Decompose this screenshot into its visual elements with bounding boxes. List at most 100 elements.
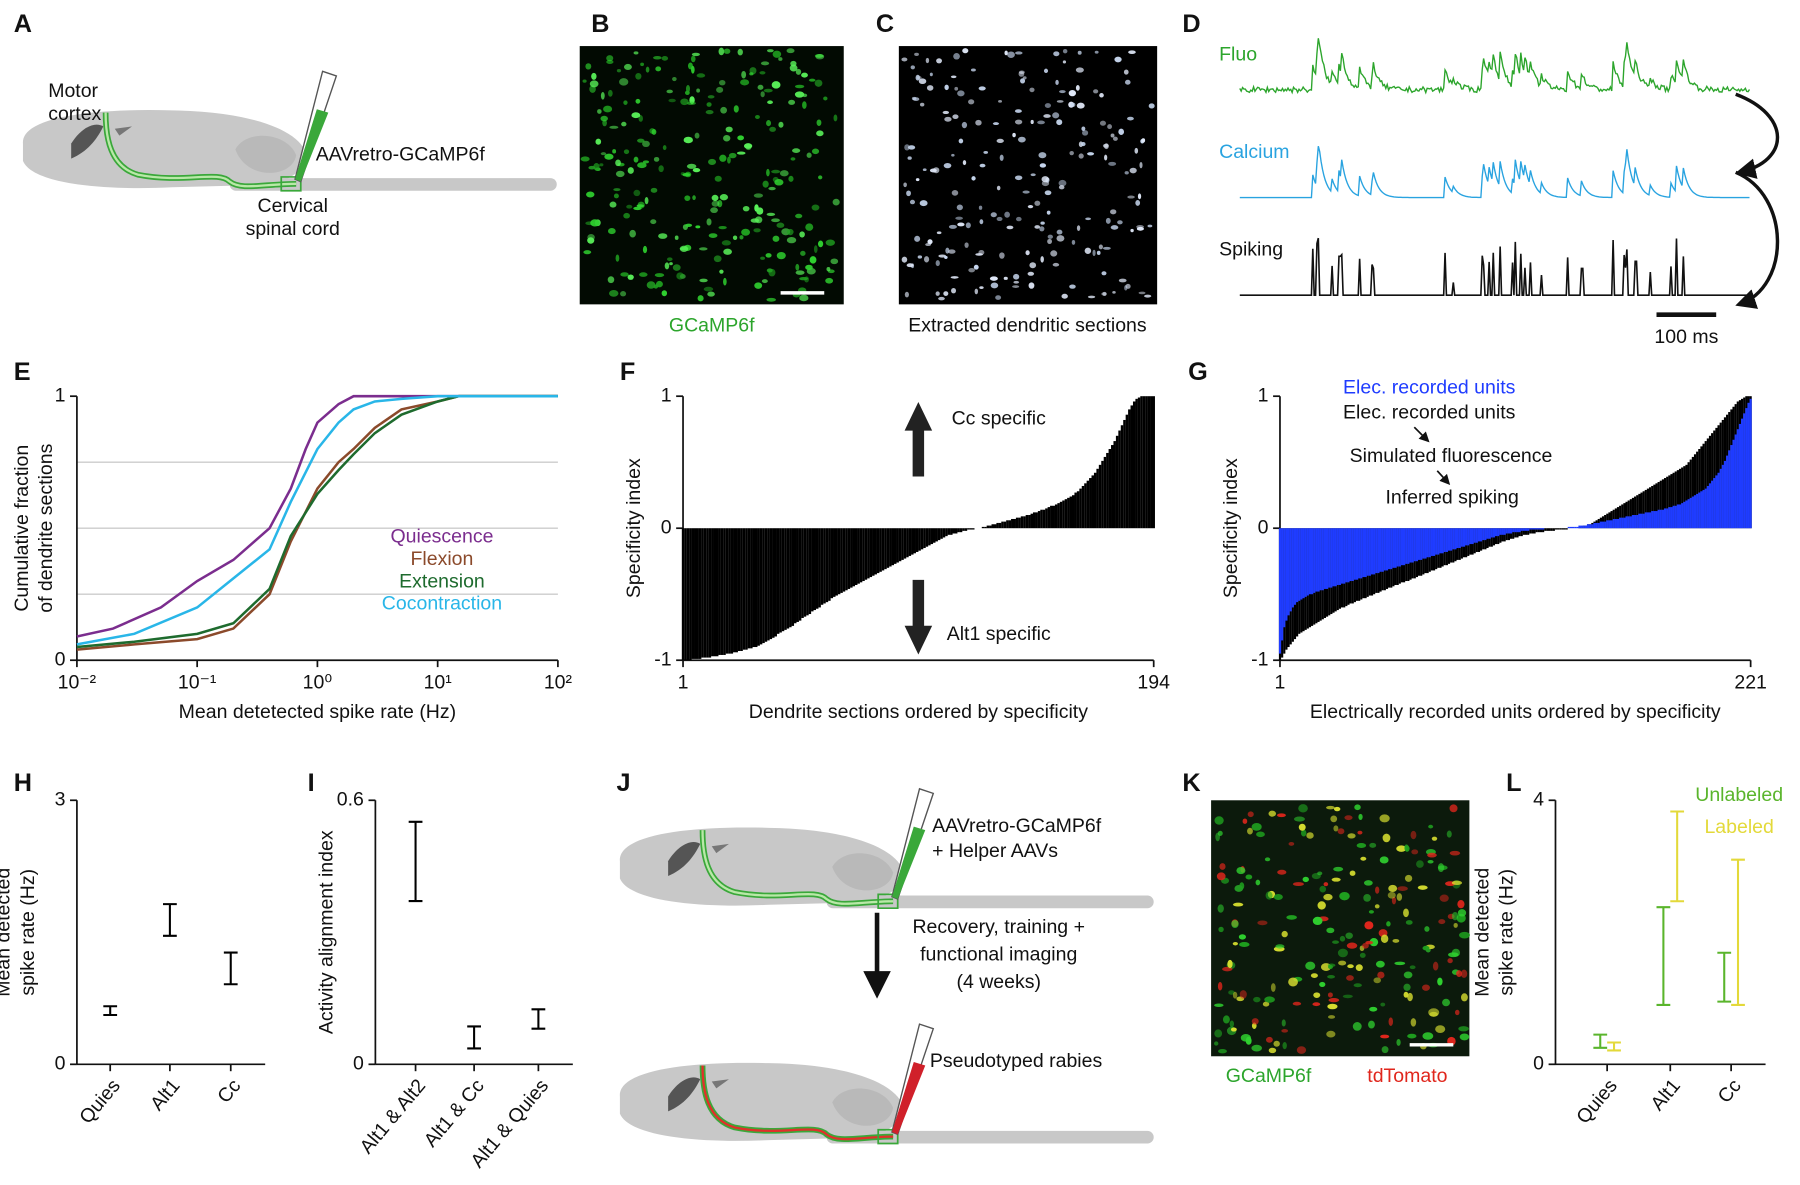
cell (1012, 285, 1020, 288)
bar (1385, 528, 1389, 571)
cell (1330, 815, 1338, 823)
cell (1144, 294, 1152, 298)
panel-letter: L (1506, 769, 1521, 797)
bar (1627, 500, 1630, 529)
bar (757, 528, 760, 646)
bar (1565, 528, 1568, 530)
bar (1706, 485, 1709, 529)
cell (1014, 109, 1022, 113)
bar (1687, 499, 1690, 529)
bar (1507, 528, 1511, 541)
cell (674, 235, 679, 240)
bar (1084, 483, 1087, 529)
cell (1446, 830, 1452, 838)
bar (1529, 528, 1532, 530)
bar (1636, 495, 1639, 529)
cell (1127, 116, 1134, 121)
cell (962, 160, 967, 166)
cell (635, 72, 642, 80)
cell (1327, 963, 1336, 968)
cell (1342, 994, 1353, 999)
cell (723, 248, 732, 255)
bar (691, 528, 695, 659)
cell (766, 168, 770, 177)
cell (948, 224, 957, 229)
cell (968, 267, 975, 273)
bar (1629, 516, 1632, 529)
cerebellum (235, 135, 297, 173)
cell (936, 58, 943, 64)
cell (918, 78, 927, 85)
micrograph (1211, 800, 1470, 1057)
cell (1247, 827, 1253, 835)
panel-letter: D (1182, 10, 1200, 38)
bar (1373, 528, 1376, 575)
cell (1449, 804, 1458, 813)
x-tick-label: 1 (678, 671, 689, 693)
cell (684, 195, 691, 201)
bar (1497, 528, 1500, 537)
cell (979, 219, 984, 225)
cell (1025, 250, 1030, 256)
bar (723, 528, 726, 655)
bar (1323, 528, 1327, 589)
bar (1642, 513, 1645, 529)
arrow (904, 401, 933, 477)
y-tick-label: 3 (55, 788, 66, 810)
cell (999, 252, 1005, 259)
y-tick-label: 1 (55, 384, 66, 406)
bar (957, 528, 960, 533)
bar (1076, 491, 1080, 529)
bar (959, 528, 963, 533)
cell (1255, 879, 1261, 886)
bar (1661, 479, 1665, 529)
bar (1447, 528, 1451, 551)
cell (1427, 860, 1434, 864)
bar (1554, 528, 1558, 530)
bar (1499, 528, 1502, 535)
cell (754, 216, 763, 224)
cell (708, 233, 718, 238)
panel-letter: G (1188, 358, 1208, 386)
bar (1460, 528, 1463, 547)
bar (1490, 528, 1493, 538)
cell (1052, 262, 1060, 267)
cell (1352, 1022, 1362, 1031)
cell (1365, 940, 1374, 945)
bar (684, 528, 687, 661)
cell (1337, 948, 1348, 958)
y-axis-label: spike rate (Hz) (17, 869, 39, 996)
bar (859, 528, 863, 583)
cell (1251, 1044, 1262, 1052)
bar (750, 528, 753, 649)
cell (1217, 904, 1224, 913)
cell (1416, 860, 1424, 868)
cell (1130, 228, 1134, 233)
bar (1512, 528, 1515, 533)
cell (944, 84, 949, 91)
bar (1544, 528, 1547, 531)
cell (1410, 830, 1417, 840)
bar (1345, 528, 1348, 583)
cell (1380, 934, 1389, 944)
bar (1057, 503, 1060, 529)
cell (658, 233, 668, 239)
cell (1075, 67, 1084, 73)
bar (1426, 528, 1429, 558)
cell (1030, 119, 1034, 125)
bar (1524, 528, 1528, 531)
cell (699, 278, 708, 283)
bar (1529, 528, 1532, 534)
cell (1305, 961, 1316, 970)
bar (1074, 492, 1077, 529)
bar (1539, 528, 1543, 533)
cell (1027, 271, 1035, 276)
y-tick-label: 1 (661, 384, 672, 406)
x-tick-label: 10⁻² (58, 671, 97, 693)
bar (1747, 402, 1750, 529)
cell (1043, 114, 1051, 118)
bar (1668, 507, 1671, 529)
bar (1700, 491, 1703, 529)
bar (932, 528, 936, 543)
cell (935, 291, 940, 296)
